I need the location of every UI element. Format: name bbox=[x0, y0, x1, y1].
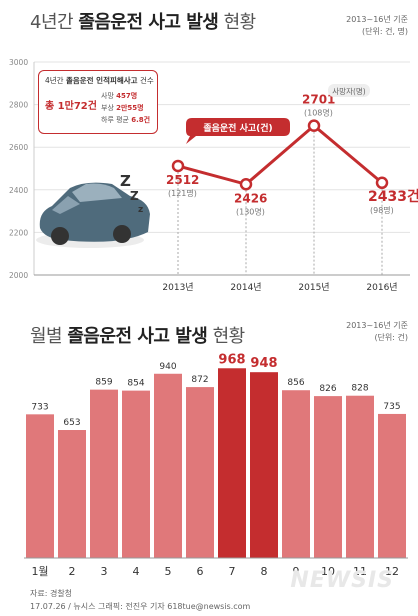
x-tick-label: 2014년 bbox=[230, 282, 261, 293]
bar-value-label: 859 bbox=[95, 378, 112, 388]
month-label: 10 bbox=[321, 565, 335, 578]
credit-text: 17.07.26 / 뉴시스 그래픽: 전진우 기자 618tue@newsis… bbox=[30, 602, 251, 611]
bar-value-label: 733 bbox=[31, 402, 48, 412]
x-tick-label: 2015년 bbox=[298, 282, 329, 293]
sleep-z-icon: Z bbox=[120, 172, 131, 190]
bar-value-label: 856 bbox=[287, 378, 304, 388]
accident-value-label: 2426 bbox=[234, 191, 267, 205]
death-value-label: (108명) bbox=[304, 108, 333, 118]
series-label-pill bbox=[186, 118, 290, 144]
source-text: 자료: 경찰청 bbox=[30, 589, 73, 598]
x-tick-label: 2016년 bbox=[366, 282, 397, 293]
car-illustration: ZZz bbox=[36, 172, 150, 248]
death-value-label: (130명) bbox=[236, 206, 265, 216]
info-header: 4년간 졸음운전 인적피해사고 건수 bbox=[45, 76, 154, 85]
month-label: 9 bbox=[293, 565, 300, 578]
month-label: 8 bbox=[261, 565, 268, 578]
info-daily-average: 하루 평균 6.8건 bbox=[101, 116, 151, 124]
data-point bbox=[239, 178, 253, 191]
bar-value-label: 826 bbox=[319, 384, 336, 394]
info-injuries: 부상 2만55명 bbox=[101, 104, 144, 112]
month-label: 6 bbox=[197, 565, 204, 578]
accident-value-label: 2512 bbox=[166, 173, 199, 187]
deaths-label-tag bbox=[328, 84, 370, 97]
accident-value-label: 2433건 bbox=[368, 188, 418, 205]
month-label: 5 bbox=[165, 565, 172, 578]
month-label: 7 bbox=[229, 565, 236, 578]
bar-value-label: 968 bbox=[218, 352, 245, 367]
info-box: 4년간 졸음운전 인적피해사고 건수 총 1만72건 사망 457명 부상 2만… bbox=[38, 70, 158, 134]
bar-value-label: 735 bbox=[383, 402, 400, 412]
month-label: 4 bbox=[133, 565, 140, 578]
bar-chart: 733 1월 653 2 859 3 854 4 940 5 872 6 968 7 948 8 856 9 826… bbox=[24, 352, 408, 578]
bottom-chart-period: 2013~16년 기준 (단위: 건) bbox=[346, 321, 408, 342]
sleep-z-icon: Z bbox=[130, 189, 139, 203]
newsis-watermark: NEWSIS bbox=[290, 568, 394, 593]
bar bbox=[122, 390, 150, 558]
car-side-window bbox=[52, 196, 80, 214]
x-tick-label: 2013년 bbox=[162, 282, 193, 293]
info-deaths: 사망 457명 bbox=[101, 92, 138, 100]
bar bbox=[250, 372, 278, 558]
bar bbox=[186, 387, 214, 558]
bar bbox=[282, 390, 310, 558]
month-label: 3 bbox=[101, 565, 108, 578]
month-label: 1월 bbox=[31, 565, 48, 578]
data-point bbox=[307, 119, 321, 132]
car-wheel bbox=[51, 227, 69, 245]
bar bbox=[58, 430, 86, 558]
bar bbox=[90, 389, 118, 558]
info-total: 총 1만72건 bbox=[45, 101, 97, 112]
month-label: 2 bbox=[69, 565, 76, 578]
deaths-label: 사망자(명) bbox=[332, 86, 366, 96]
data-point bbox=[171, 159, 185, 173]
series-label: 졸음운전 사고(건) bbox=[203, 122, 272, 134]
bar bbox=[346, 395, 374, 558]
bar bbox=[218, 368, 246, 558]
bar-value-label: 948 bbox=[250, 356, 277, 371]
line-chart: 2000 2200 2400 2600 2800 3000 ZZz 2512(121명) 242… bbox=[9, 58, 418, 293]
bar-value-label: 940 bbox=[159, 362, 176, 372]
bar bbox=[378, 413, 406, 558]
top-chart-title: 4년간 졸음운전 사고 발생 현황 bbox=[30, 12, 256, 33]
bar-value-label: 872 bbox=[191, 375, 208, 385]
y-tick-label: 2800 bbox=[9, 101, 28, 110]
accidents-line bbox=[177, 123, 383, 186]
y-tick-label: 2400 bbox=[9, 186, 28, 195]
car-windshield bbox=[72, 183, 122, 202]
bar-value-label: 828 bbox=[351, 384, 368, 394]
bottom-chart-title: 월별 졸음운전 사고 발생 현황 bbox=[30, 326, 245, 347]
accident-value-label: 2701 bbox=[302, 93, 335, 107]
month-label: 11 bbox=[353, 565, 367, 578]
top-chart-period: 2013~16년 기준 (단위: 건, 명) bbox=[346, 15, 408, 36]
death-value-label: (98명) bbox=[370, 205, 394, 215]
y-tick-label: 2600 bbox=[9, 143, 28, 152]
data-point bbox=[375, 176, 389, 190]
car-wheel bbox=[113, 225, 131, 243]
bar-value-label: 854 bbox=[127, 379, 144, 389]
y-tick-label: 2200 bbox=[9, 228, 28, 237]
month-label: 12 bbox=[385, 565, 399, 578]
bar bbox=[314, 396, 342, 558]
bar bbox=[26, 414, 54, 558]
y-tick-label: 2000 bbox=[9, 271, 28, 280]
bar bbox=[154, 373, 182, 558]
sleep-z-icon: z bbox=[138, 205, 143, 215]
bar-value-label: 653 bbox=[63, 418, 80, 428]
death-value-label: (121명) bbox=[168, 188, 197, 198]
y-tick-label: 3000 bbox=[9, 58, 28, 67]
